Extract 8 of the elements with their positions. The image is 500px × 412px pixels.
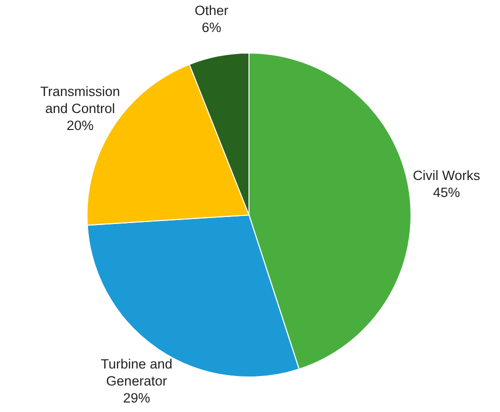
slice-label: Transmission and Control — [40, 83, 120, 116]
data-label: 45% — [433, 184, 460, 200]
slice-label: Turbine and Generator — [100, 356, 172, 388]
data-label: 29% — [123, 390, 150, 405]
data-label: 6% — [202, 20, 222, 35]
slice-label: Civil Works — [412, 168, 480, 183]
slice-label: Other — [194, 2, 229, 18]
data-label: 20% — [66, 117, 94, 132]
